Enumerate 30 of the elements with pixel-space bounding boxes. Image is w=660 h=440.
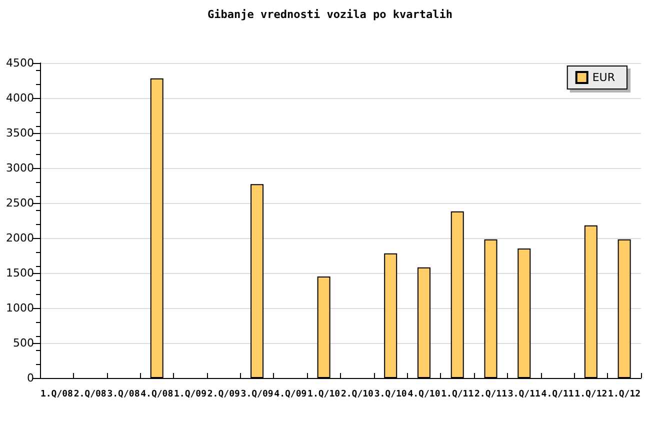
- x-tick-label: 1.Q/12: [608, 390, 641, 400]
- x-tick-label: 2.Q/08: [74, 390, 106, 400]
- y-tick-label: 500: [13, 336, 34, 350]
- x-tick-label: 4.Q/10: [408, 390, 440, 400]
- x-tick-label: 1.Q/12: [574, 390, 608, 400]
- y-tick-label: 4500: [6, 56, 34, 70]
- y-tick-label: 1500: [6, 266, 34, 280]
- x-tick-label: 3.Q/09: [240, 390, 274, 400]
- x-tick-label: 3.Q/11: [508, 390, 540, 400]
- x-tick-label: 4.Q/08: [140, 390, 174, 400]
- x-tick-label: 1.Q/09: [174, 390, 207, 400]
- y-tick-label: 3000: [6, 162, 34, 174]
- y-tick-label: 1000: [6, 302, 34, 314]
- y-tick-label: 4000: [6, 92, 34, 104]
- y-tick-label: 0: [27, 372, 34, 384]
- x-tick-label: 2.Q/09: [207, 390, 240, 400]
- x-tick-label: 1.Q/11: [441, 390, 474, 400]
- y-tick-label: 2500: [6, 196, 34, 210]
- x-tick-label: 4.Q/11: [541, 390, 574, 400]
- x-tick-label: 4.Q/09: [274, 390, 307, 400]
- legend-label: EUR: [592, 71, 616, 84]
- y-tick-label: 2000: [6, 232, 34, 244]
- x-tick-label: 3.Q/08: [107, 390, 140, 400]
- x-tick-label: 2.Q/11: [474, 390, 508, 400]
- x-tick-label: 1.Q/10: [308, 390, 340, 400]
- chart-title: Gibanje vrednosti vozila po kvartalih: [207, 8, 453, 21]
- y-tick-label: 3500: [6, 126, 34, 140]
- x-tick-label: 1.Q/08: [40, 390, 73, 400]
- x-tick-label: 2.Q/10: [340, 390, 374, 400]
- x-tick-label: 3.Q/10: [374, 390, 407, 400]
